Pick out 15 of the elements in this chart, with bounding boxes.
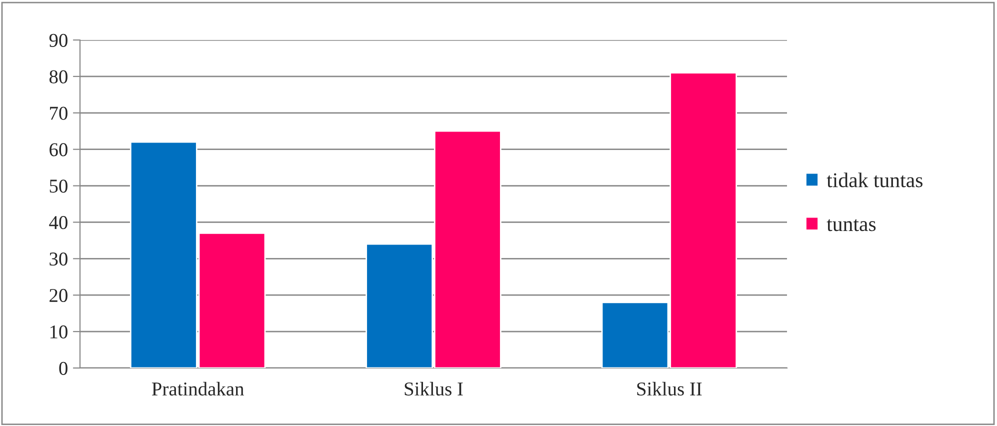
y-tick-label: 80 <box>49 70 68 84</box>
y-tick-label: 20 <box>50 288 68 302</box>
y-tick-label: 0 <box>59 362 68 375</box>
y-tick-label: 70 <box>50 106 68 120</box>
y-tick-label: 50 <box>50 180 68 193</box>
y-tick-label: 40 <box>49 216 68 230</box>
x-tick-label: Siklus II <box>637 382 702 396</box>
y-tick-label: 30 <box>50 252 68 266</box>
y-tick-label: 60 <box>50 143 68 156</box>
x-tick-label: Siklus I <box>404 382 463 396</box>
legend-label: tidak tuntas <box>826 172 922 188</box>
legend-label: tuntas <box>826 219 876 232</box>
y-tick-label: 10 <box>50 325 68 338</box>
x-tick-label: Pratindakan <box>152 382 244 396</box>
y-tick-label: 90 <box>49 34 68 47</box>
